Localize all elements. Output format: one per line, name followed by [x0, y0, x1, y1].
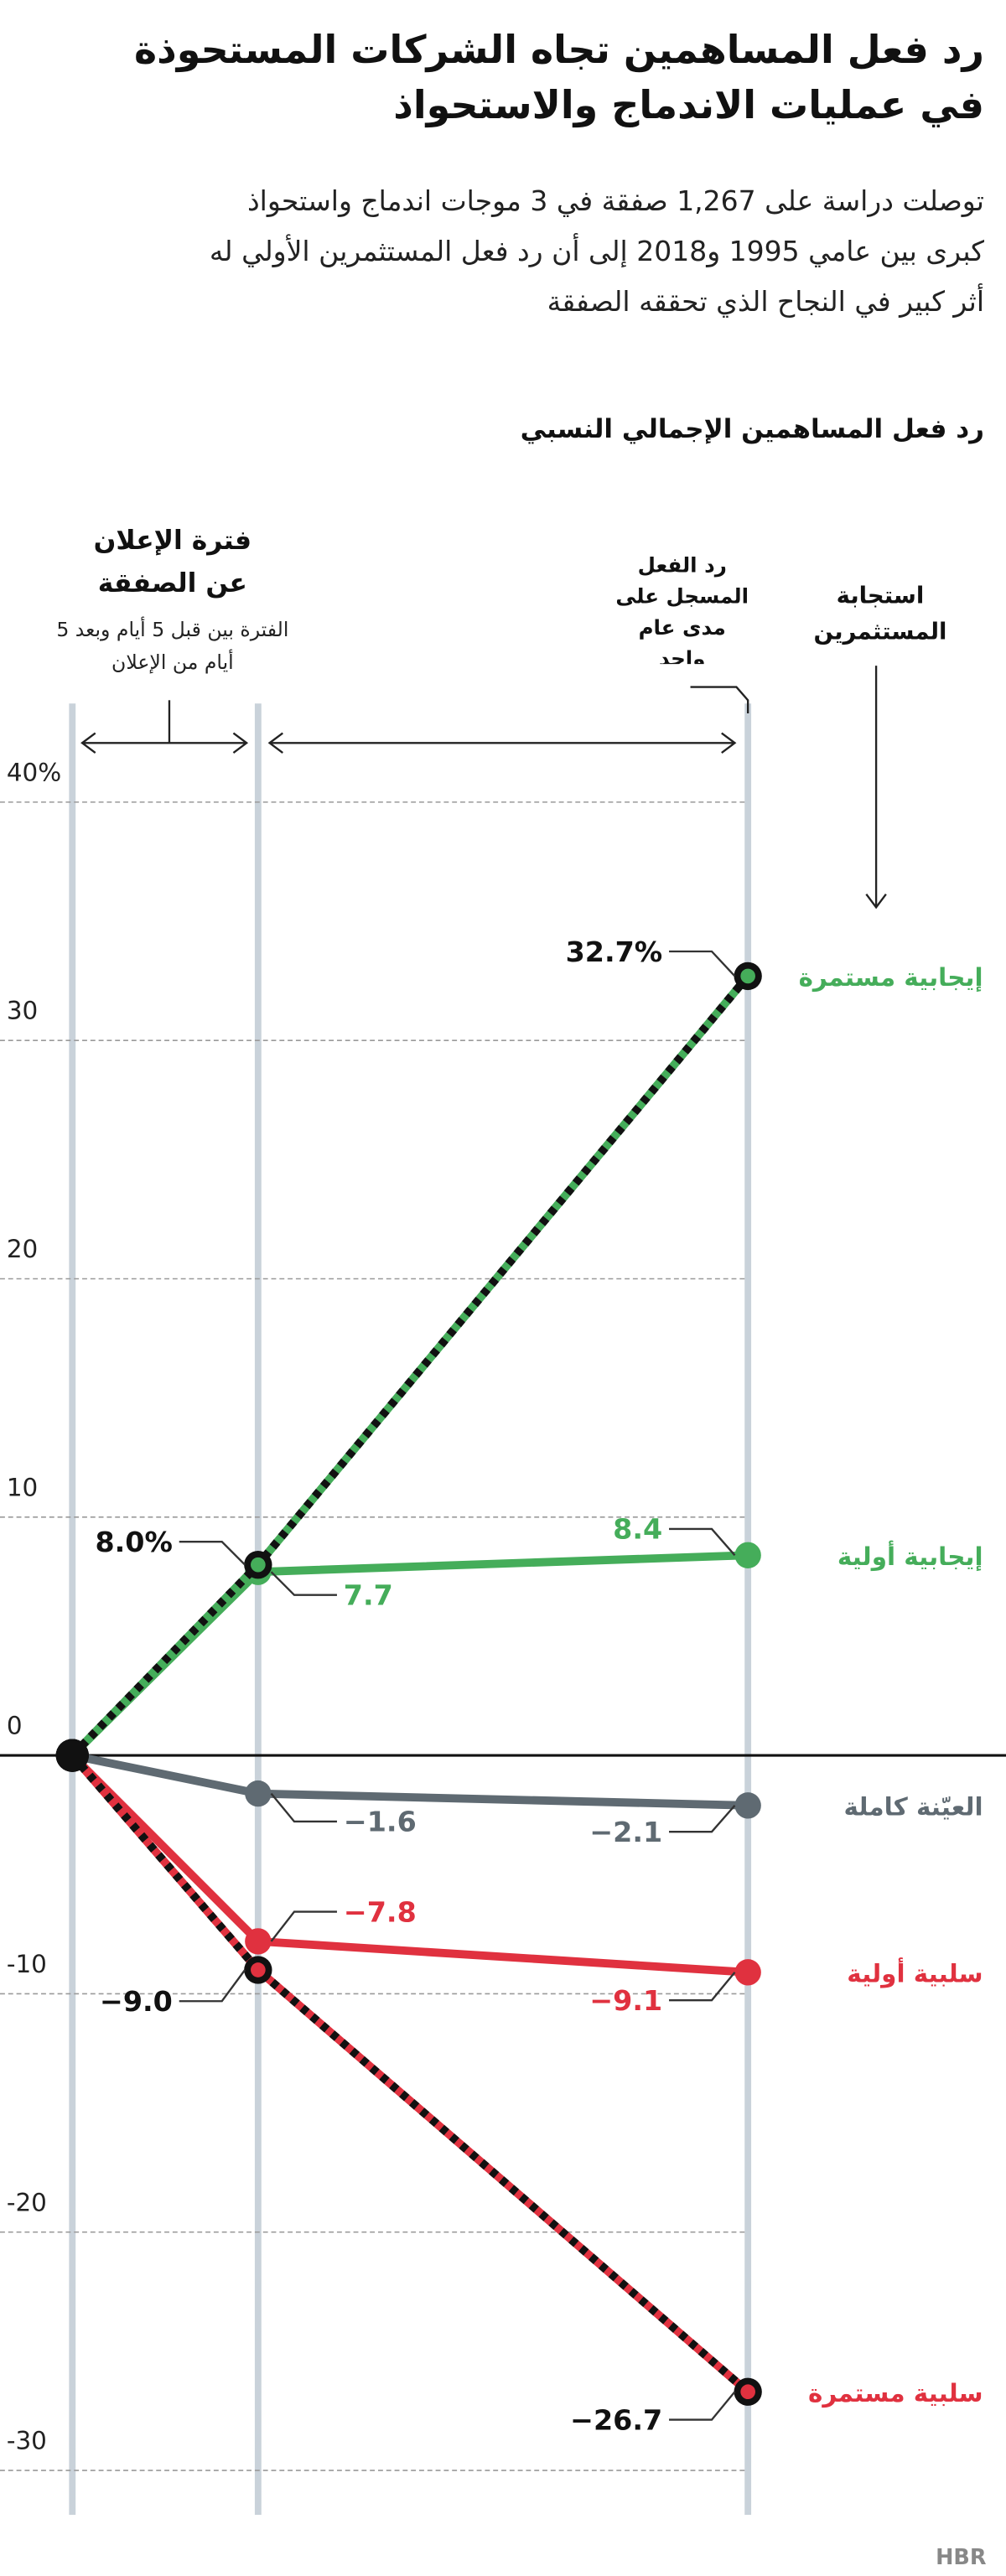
series-line-dashes — [69, 1752, 751, 2395]
chart-title: رد فعل المساهمين الإجمالي النسبي — [520, 414, 984, 444]
y-tick-label: 20 — [7, 1235, 38, 1263]
point — [734, 1542, 761, 1568]
leader-line — [179, 1969, 246, 2003]
legend-title-box: استجابة المستثمرين — [813, 583, 947, 646]
leader-line — [669, 2391, 736, 2421]
value-label: 8.4 — [613, 1513, 662, 1546]
value-label: 32.7% — [566, 936, 663, 968]
point — [55, 1739, 89, 1772]
arrow-head — [80, 732, 96, 754]
point — [245, 1780, 272, 1807]
leader-line — [270, 1792, 337, 1823]
point — [734, 1959, 761, 1986]
subtitle-line: توصلت دراسة على 1,267 صفقة في 3 موجات ان… — [246, 184, 984, 217]
series-line — [69, 1752, 749, 1977]
value-label: 7.7 — [344, 1578, 393, 1611]
series-line — [71, 1751, 749, 1810]
y-tick-label: 0 — [7, 1712, 23, 1740]
value-label: −9.1 — [589, 1984, 662, 2017]
annotation: الفترة بين قبل 5 أيام وبعد 5 أيام من الإ… — [56, 618, 289, 674]
category-label: رد الفعل المسجل على مدى عام واحد — [615, 552, 749, 665]
legend-label: سلبية أولية — [847, 1958, 983, 1988]
legend-label: العيّنة كاملة — [844, 1793, 983, 1822]
title-line: رد فعل المساهمين تجاه الشركات المستحوذة — [134, 27, 984, 72]
value-label: 8.0% — [95, 1526, 172, 1558]
value-label: −2.1 — [589, 1816, 662, 1848]
subtitle: توصلت دراسة على 1,267 صفقة في 3 موجات ان… — [22, 176, 984, 327]
category-label-box: فترة الإعلان عن الصفقة — [93, 524, 252, 599]
category-label-box: رد الفعل المسجل على مدى عام واحد — [615, 552, 749, 665]
y-tick-label: 40% — [7, 758, 61, 786]
leader-line — [179, 1541, 246, 1566]
value-label: −1.6 — [344, 1806, 417, 1838]
legend-label: إيجابية أولية — [837, 1541, 983, 1572]
arrow-head — [721, 732, 737, 754]
y-tick-label: 10 — [7, 1473, 38, 1501]
y-tick-label: -10 — [7, 1950, 47, 1978]
value-label: −7.8 — [344, 1895, 417, 1928]
subtitle-line: كبرى بين عامي 1995 و2018 إلى أن رد فعل ا… — [209, 235, 984, 267]
annotation-arrows — [80, 666, 887, 910]
category-label: فترة الإعلان عن الصفقة — [93, 524, 252, 599]
value-label: −9.0 — [100, 1985, 173, 2018]
arrow-head — [865, 893, 887, 910]
title-line: في عمليات الاندماج والاستحواذ — [393, 82, 984, 127]
leader-line — [669, 1527, 736, 1557]
leader-line — [270, 1910, 337, 1942]
point-core — [740, 2384, 755, 2400]
arrow-head — [267, 732, 283, 754]
leader-line — [669, 1972, 736, 2002]
annotation-box: الفترة بين قبل 5 أيام وبعد 5 أيام من الإ… — [56, 618, 289, 674]
value-label: −26.7 — [570, 2403, 662, 2436]
subtitle-line: أثر كبير في النجاح الذي تحققه الصفقة — [547, 285, 984, 318]
series-line — [69, 973, 751, 1759]
leader-line — [669, 1805, 736, 1833]
legend-title: استجابة المستثمرين — [813, 583, 947, 646]
y-tick-label: 30 — [7, 997, 38, 1025]
y-tick-label: -30 — [7, 2427, 47, 2455]
y-tick-label: -20 — [7, 2188, 47, 2216]
point-core — [251, 1557, 266, 1573]
point-core — [740, 968, 755, 984]
title: رد فعل المساهمين تجاه الشركات المستحوذة … — [22, 22, 984, 132]
source: HBR — [936, 2545, 987, 2570]
point-core — [251, 1962, 266, 1977]
bracket — [690, 686, 749, 713]
leader-line — [669, 950, 736, 977]
point — [734, 1792, 761, 1819]
arrow-head — [232, 732, 249, 754]
leader-line — [270, 1571, 337, 1596]
legend-label: إيجابية مستمرة — [799, 963, 983, 993]
point — [245, 1928, 272, 1955]
legend-label: سلبية مستمرة — [808, 2379, 983, 2408]
series-line — [69, 1752, 751, 2395]
